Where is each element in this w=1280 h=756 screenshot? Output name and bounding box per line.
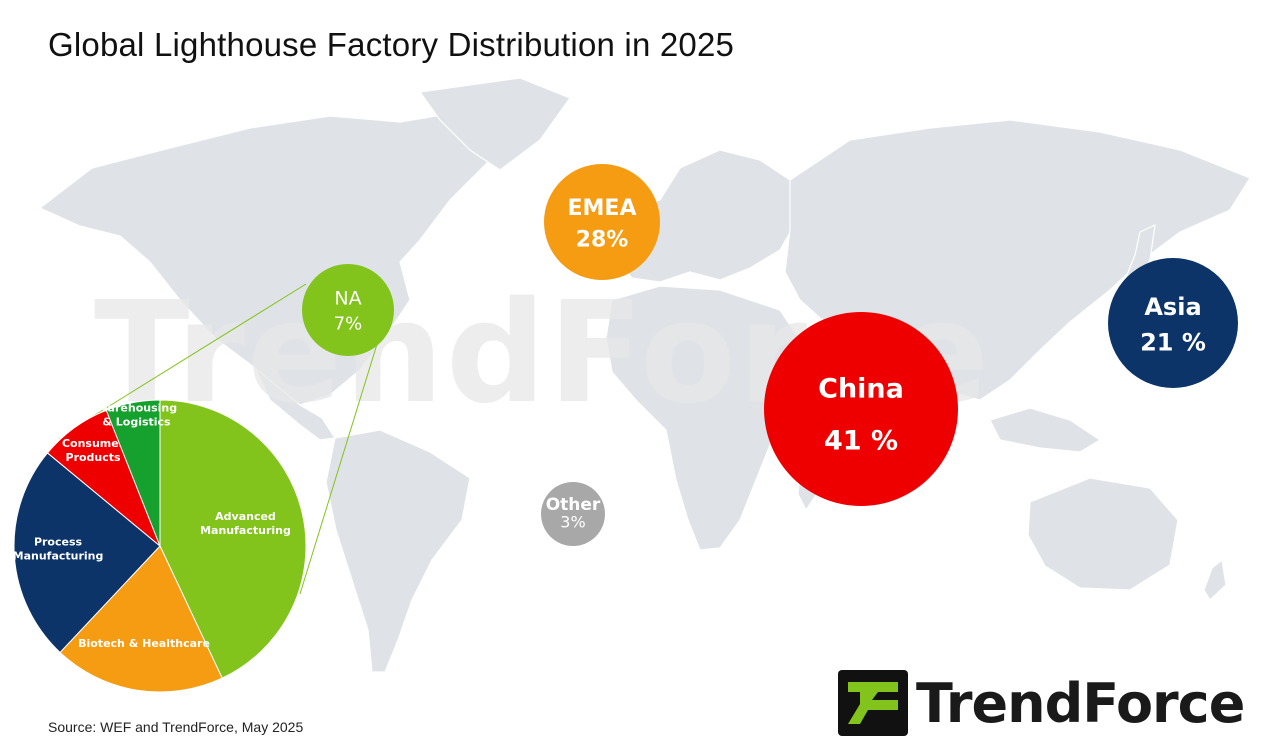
bubble-na: NA 7% — [302, 264, 394, 356]
bubble-value-label: 21 % — [1140, 328, 1206, 356]
bubble-asia: Asia 21 % — [1108, 258, 1238, 388]
trendforce-logo: TrendForce — [838, 668, 1245, 738]
bubble-name-label: Other — [546, 495, 601, 515]
central-america-shape — [254, 367, 337, 441]
bubble-circle-na — [302, 264, 394, 356]
pie-label-advanced-manufacturing: Advanced Manufacturing — [200, 510, 291, 537]
bubble-china: China 41 % — [764, 312, 958, 506]
bubble-name-label: EMEA — [568, 196, 637, 221]
bubble-name-label: NA — [334, 287, 361, 309]
bubble-circle-emea — [544, 164, 660, 280]
trendforce-logo-icon — [838, 670, 908, 736]
pie-connector-line — [89, 283, 307, 419]
southeast-asia-shape — [989, 407, 1102, 453]
pie-slice-warehousing-logistics — [105, 399, 161, 547]
south-america-shape — [325, 429, 471, 673]
bubble-value-label: 7% — [334, 313, 363, 334]
pie-label-consumer-products: Consumer Products — [62, 437, 125, 464]
pie-slice-advanced-manufacturing — [159, 399, 307, 679]
pie-slice-biotech-healthcare — [59, 545, 223, 693]
pie-slice-process-manufacturing — [13, 452, 161, 654]
bubble-name-label: China — [818, 373, 904, 404]
new-zealand-shape — [1203, 558, 1227, 601]
pie-label-biotech-healthcare: Biotech & Healthcare — [78, 637, 210, 650]
bubble-value-label: 3% — [560, 512, 585, 531]
australia-shape — [1027, 477, 1179, 591]
chart-title: Global Lighthouse Factory Distribution i… — [48, 26, 735, 63]
bubble-value-label: 28% — [576, 227, 629, 252]
bubble-circle-asia — [1108, 258, 1238, 388]
pie-label-warehousing-logistics: Warehousing & Logistics — [96, 402, 177, 429]
bubble-circle-china — [764, 312, 958, 506]
greenland-shape — [418, 77, 571, 171]
source-note: Source: WEF and TrendForce, May 2025 — [48, 719, 304, 735]
africa-shape — [605, 285, 801, 551]
pie-connector-line — [299, 301, 391, 595]
bubble-circle-other — [541, 482, 605, 546]
trendforce-logo-text: TrendForce — [916, 671, 1245, 735]
pie-chart: Advanced Manufacturing Biotech & Healthcar… — [13, 399, 307, 693]
bubble-value-label: 41 % — [824, 426, 898, 457]
bubble-emea: EMEA 28% — [544, 164, 660, 280]
bubble-name-label: Asia — [1144, 293, 1201, 321]
pie-label-process-manufacturing: Process Manufacturing — [13, 535, 104, 562]
north-america-shape — [38, 111, 511, 406]
